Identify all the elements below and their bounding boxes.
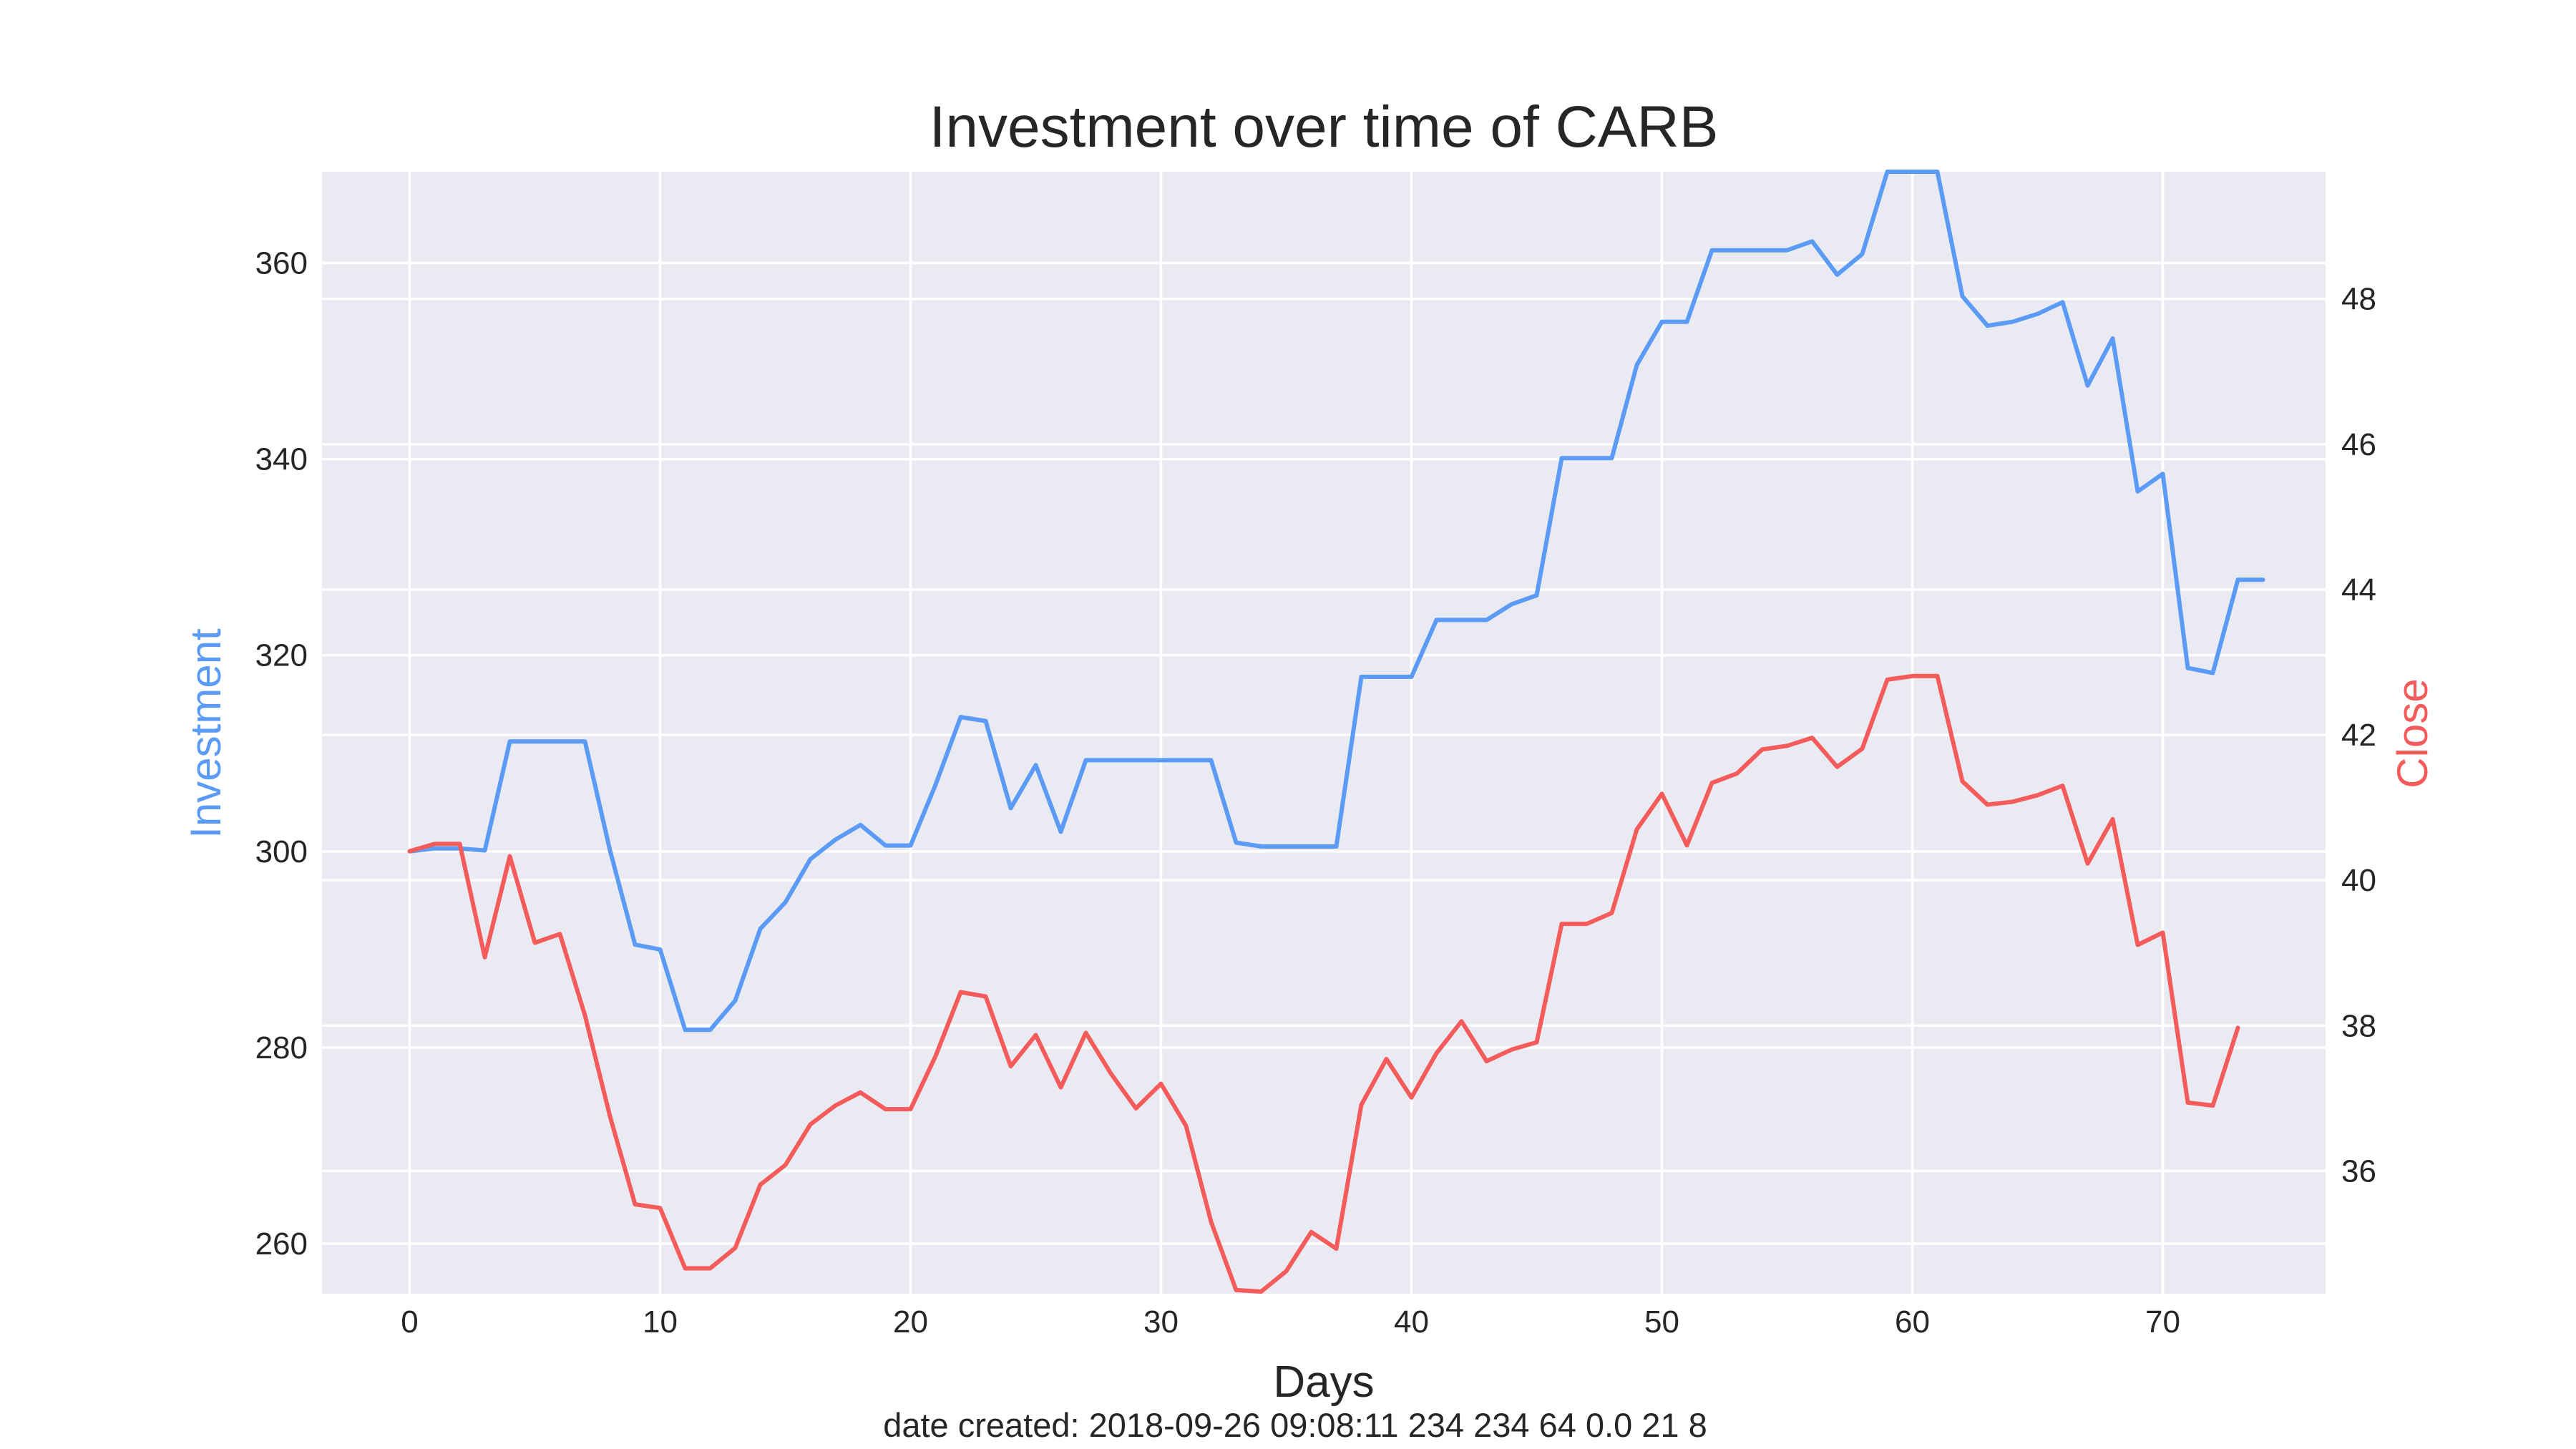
y-axis-label-left: Investment	[182, 628, 230, 839]
y-right-tick-label: 46	[2341, 427, 2376, 462]
y-left-tick-label: 340	[255, 442, 308, 477]
x-tick-labels: 0 10 20 30 40 50 60 70	[401, 1304, 2180, 1340]
y-left-tick-labels: 260 280 300 320 340 360	[255, 245, 308, 1262]
series-line-close	[407, 673, 2240, 1294]
x-tick-label: 0	[401, 1304, 418, 1340]
x-tick-label: 60	[1895, 1304, 1930, 1340]
y-right-tick-label: 38	[2341, 1008, 2376, 1043]
x-tick-label: 10	[643, 1304, 678, 1340]
plot-background	[322, 172, 2326, 1294]
y-axis-label-right: Close	[2389, 678, 2436, 788]
x-tick-label: 50	[1644, 1304, 1679, 1340]
y-left-tick-label: 300	[255, 834, 308, 869]
grid-right	[322, 297, 2326, 1173]
y-left-tick-label: 320	[255, 638, 308, 673]
footer-date-created: date created: 2018-09-26 09:08:11 234 23…	[883, 1406, 1707, 1444]
x-tick-label: 40	[1394, 1304, 1429, 1340]
x-axis-label: Days	[1273, 1357, 1374, 1407]
y-right-tick-label: 44	[2341, 572, 2376, 608]
grid-x	[408, 172, 2165, 1294]
y-right-tick-label: 42	[2341, 718, 2376, 753]
series-layer	[407, 170, 2265, 1294]
y-left-tick-label: 360	[255, 245, 308, 280]
x-tick-label: 20	[893, 1304, 928, 1340]
series-line-investment	[407, 170, 2265, 1033]
y-left-tick-label: 260	[255, 1226, 308, 1262]
y-right-tick-label: 40	[2341, 863, 2376, 898]
grid-left	[322, 261, 2326, 1245]
y-right-tick-labels: 36 38 40 42 44 46 48	[2341, 282, 2376, 1189]
y-right-tick-label: 48	[2341, 282, 2376, 317]
y-left-tick-label: 280	[255, 1030, 308, 1065]
y-right-tick-label: 36	[2341, 1153, 2376, 1189]
x-tick-label: 30	[1143, 1304, 1179, 1340]
x-tick-label: 70	[2145, 1304, 2180, 1340]
chart-title: Investment over time of CARB	[930, 94, 1719, 160]
